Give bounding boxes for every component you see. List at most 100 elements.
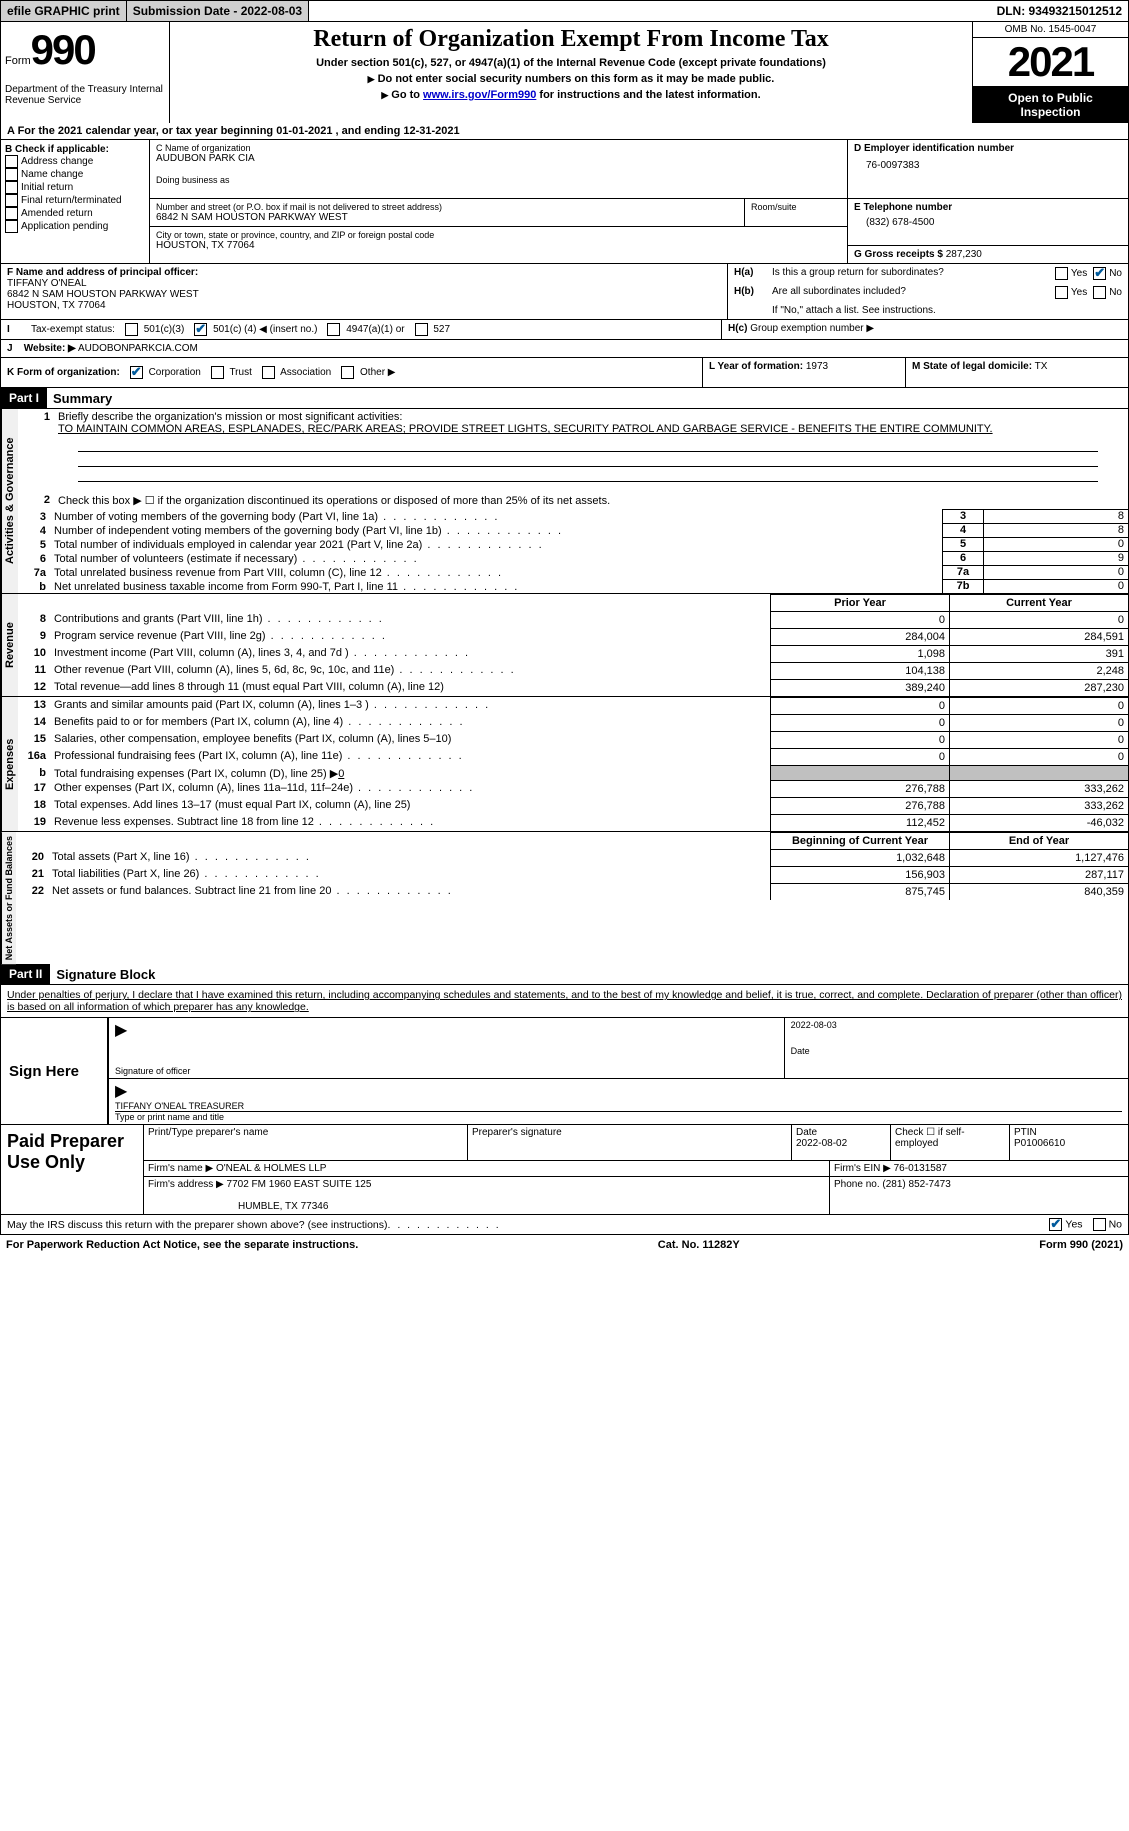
chk-name-change[interactable]: Name change bbox=[5, 168, 145, 181]
line-7b: bNet unrelated business taxable income f… bbox=[18, 579, 1128, 593]
irs-link[interactable]: www.irs.gov/Form990 bbox=[423, 89, 536, 101]
form-subtitle: Under section 501(c), 527, or 4947(a)(1)… bbox=[174, 57, 968, 69]
street-address: 6842 N SAM HOUSTON PARKWAY WEST bbox=[156, 212, 738, 223]
chk-501c3[interactable]: 501(c)(3) bbox=[125, 323, 184, 336]
d-ein-label: D Employer identification number bbox=[854, 143, 1122, 154]
part1-title: Summary bbox=[47, 391, 112, 406]
p10: 1,098 bbox=[770, 645, 949, 662]
gross-receipts-cell: G Gross receipts $ 287,230 bbox=[848, 246, 1128, 263]
omb-number: OMB No. 1545-0047 bbox=[973, 22, 1128, 38]
blank-line-2 bbox=[78, 454, 1098, 467]
rev-header-row: Prior Year Current Year bbox=[18, 594, 1128, 611]
discuss-no[interactable]: No bbox=[1093, 1218, 1122, 1231]
c-name-label: C Name of organization bbox=[156, 143, 841, 153]
line-1-text: Briefly describe the organization's miss… bbox=[58, 411, 1124, 435]
hb-no[interactable]: No bbox=[1093, 286, 1122, 299]
line-14: 14Benefits paid to or for members (Part … bbox=[18, 714, 1128, 731]
part1-badge: Part I bbox=[1, 388, 47, 408]
discuss-yes[interactable]: Yes bbox=[1049, 1218, 1082, 1231]
hb-label: H(b) bbox=[734, 286, 772, 299]
chk-final-return[interactable]: Final return/terminated bbox=[5, 194, 145, 207]
discuss-row: May the IRS discuss this return with the… bbox=[0, 1215, 1129, 1235]
na-content: Beginning of Current Year End of Year 20… bbox=[16, 832, 1128, 964]
paperwork-notice: For Paperwork Reduction Act Notice, see … bbox=[6, 1239, 358, 1251]
e-phone-label: E Telephone number bbox=[854, 202, 1122, 213]
street-cell: Number and street (or P.O. box if mail i… bbox=[150, 199, 745, 226]
activities-governance-label: Activities & Governance bbox=[1, 409, 18, 593]
p18: 276,788 bbox=[770, 797, 949, 814]
goto-note: Go to www.irs.gov/Form990 for instructio… bbox=[174, 89, 968, 101]
val-5: 0 bbox=[983, 537, 1128, 551]
sig-officer-field[interactable]: Signature of officer bbox=[109, 1018, 784, 1078]
form-number-cell: Form990 Department of the Treasury Inter… bbox=[1, 22, 170, 123]
line-19: 19Revenue less expenses. Subtract line 1… bbox=[18, 814, 1128, 831]
line-16a: 16aProfessional fundraising fees (Part I… bbox=[18, 748, 1128, 765]
h-a-row: H(a) Is this a group return for subordin… bbox=[728, 264, 1128, 283]
chk-trust[interactable]: Trust bbox=[211, 366, 252, 379]
revenue-section: Revenue Prior Year Current Year 8Contrib… bbox=[1, 594, 1128, 697]
form-prefix: Form bbox=[5, 55, 31, 67]
hb-yes[interactable]: Yes bbox=[1055, 286, 1087, 299]
i-label: Tax-exempt status: bbox=[31, 324, 115, 335]
line-15: 15Salaries, other compensation, employee… bbox=[18, 731, 1128, 748]
pp-name-cell[interactable]: Print/Type preparer's name bbox=[143, 1125, 467, 1161]
part2-title: Signature Block bbox=[50, 967, 155, 982]
chk-4947[interactable]: 4947(a)(1) or bbox=[327, 323, 404, 336]
phone-value: (832) 678-4500 bbox=[854, 213, 1122, 228]
efile-print-button[interactable]: efile GRAPHIC print bbox=[1, 1, 127, 21]
arrow-icon bbox=[381, 89, 391, 101]
h-group-cell: H(a) Is this a group return for subordin… bbox=[728, 264, 1128, 319]
hdr-curr: Current Year bbox=[949, 594, 1128, 611]
sign-fields: Signature of officer 2022-08-03 Date TIF… bbox=[107, 1018, 1128, 1124]
discuss-text: May the IRS discuss this return with the… bbox=[7, 1219, 388, 1231]
part2-header-row: Part II Signature Block bbox=[0, 964, 1129, 985]
blank-line-3 bbox=[78, 469, 1098, 482]
org-name: AUDUBON PARK CIA bbox=[156, 153, 841, 164]
line-7a: 7aTotal unrelated business revenue from … bbox=[18, 565, 1128, 579]
line-6: 6Total number of volunteers (estimate if… bbox=[18, 551, 1128, 565]
chk-amended-return[interactable]: Amended return bbox=[5, 207, 145, 220]
chk-address-change[interactable]: Address change bbox=[5, 155, 145, 168]
section-j: J Website: ▶ AUDOBONPARKCIA.COM bbox=[0, 340, 1129, 358]
p14: 0 bbox=[770, 714, 949, 731]
chk-501c[interactable]: 501(c) (4) ◀ (insert no.) bbox=[194, 323, 317, 336]
hb-text: Are all subordinates included? bbox=[772, 286, 1055, 299]
blank-line-1 bbox=[78, 439, 1098, 452]
goto-post: for instructions and the latest informat… bbox=[536, 89, 760, 101]
pp-sig-cell[interactable]: Preparer's signature bbox=[467, 1125, 791, 1161]
ha-no[interactable]: No bbox=[1093, 267, 1122, 280]
chk-initial-return[interactable]: Initial return bbox=[5, 181, 145, 194]
ha-yes[interactable]: Yes bbox=[1055, 267, 1087, 280]
na-header-row: Beginning of Current Year End of Year bbox=[16, 832, 1128, 849]
c20: 1,127,476 bbox=[949, 849, 1128, 866]
paid-preparer-label: Paid Preparer Use Only bbox=[1, 1125, 143, 1214]
state-domicile: TX bbox=[1035, 361, 1048, 372]
submission-date-button[interactable]: Submission Date - 2022-08-03 bbox=[127, 1, 309, 21]
j-label: Website: ▶ bbox=[24, 343, 76, 354]
chk-application-pending[interactable]: Application pending bbox=[5, 220, 145, 233]
chk-association[interactable]: Association bbox=[262, 366, 331, 379]
pp-self-cell[interactable]: Check ☐ if self-employed bbox=[890, 1125, 1009, 1161]
activities-governance-section: Activities & Governance 1 Briefly descri… bbox=[1, 409, 1128, 594]
p17: 276,788 bbox=[770, 780, 949, 797]
line-18: 18Total expenses. Add lines 13–17 (must … bbox=[18, 797, 1128, 814]
name-title-value: TIFFANY O'NEAL TREASURER bbox=[115, 1101, 1122, 1112]
column-b-checkboxes: B Check if applicable: Address change Na… bbox=[1, 140, 150, 263]
box-7a: 7a bbox=[942, 565, 983, 579]
p16b-shaded bbox=[770, 765, 949, 780]
exp-content: 13Grants and similar amounts paid (Part … bbox=[18, 697, 1128, 831]
website-value: AUDOBONPARKCIA.COM bbox=[78, 343, 198, 354]
p11: 104,138 bbox=[770, 662, 949, 679]
p16a: 0 bbox=[770, 748, 949, 765]
val-7a: 0 bbox=[983, 565, 1128, 579]
part2-badge: Part II bbox=[1, 964, 50, 984]
top-bar: efile GRAPHIC print Submission Date - 20… bbox=[0, 0, 1129, 22]
g-receipts-label: G Gross receipts $ bbox=[854, 249, 943, 260]
line-4: 4Number of independent voting members of… bbox=[18, 523, 1128, 537]
net-assets-section: Net Assets or Fund Balances Beginning of… bbox=[1, 832, 1128, 964]
chk-corporation[interactable]: Corporation bbox=[130, 366, 201, 379]
ein-cell: D Employer identification number 76-0097… bbox=[848, 140, 1128, 199]
chk-other[interactable]: Other ▶ bbox=[341, 366, 395, 379]
p12: 389,240 bbox=[770, 679, 949, 696]
chk-527[interactable]: 527 bbox=[415, 323, 450, 336]
